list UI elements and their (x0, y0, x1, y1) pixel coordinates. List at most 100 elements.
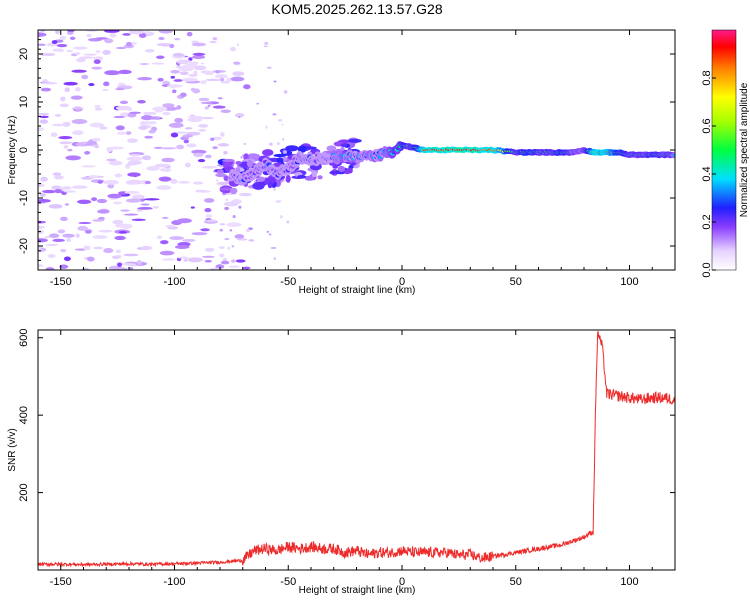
spectrogram-noise-blob (63, 81, 78, 86)
spectrogram-noise-blob (75, 109, 82, 112)
x-tick-label: -100 (163, 276, 185, 288)
spectrogram-noise-blob (149, 117, 157, 120)
spectrogram-noise-blob (153, 146, 164, 149)
spectrogram-noise-blob (204, 198, 215, 203)
spectrogram-noise-blob (235, 259, 246, 263)
spectrogram-noise-blob (117, 82, 126, 86)
spectrogram-noise-blob (125, 198, 142, 203)
spectrogram-noise-blob (162, 103, 175, 108)
spectrogram-noise-blob (119, 223, 133, 229)
spectrogram-noise-blob (209, 267, 223, 270)
spectrogram-noise-blob (220, 80, 231, 84)
x-tick-label: 100 (620, 576, 638, 588)
spectrogram-noise-blob (120, 209, 130, 212)
spectrogram-noise-blob (170, 132, 179, 138)
spectrogram-noise-blob (125, 131, 132, 135)
spectrogram-noise-blob (71, 119, 88, 125)
spectrogram-noise-blob (232, 71, 245, 77)
spectrogram-noise-blob (45, 243, 59, 246)
spectrogram-noise-blob (58, 136, 73, 140)
spectrogram-noise-blob (202, 255, 215, 258)
spectrogram-noise-blob (129, 267, 134, 270)
spectrogram-noise-blob (88, 175, 99, 179)
spectrogram-noise-blob (124, 190, 140, 194)
spectrogram-noise-blob (64, 87, 70, 93)
spectrogram-noise-blob (136, 260, 142, 266)
spectrogram-noise-blob (230, 76, 245, 82)
spectrogram-signal-blob (317, 175, 323, 180)
spectrogram-noise-blob (202, 165, 218, 169)
spectrogram-noise-blob (72, 130, 84, 136)
spectrogram-noise-blob (219, 228, 224, 232)
spectrogram-noise-blob (200, 80, 207, 85)
spectrogram-noise-blob (59, 103, 69, 108)
spectrogram-signal-blob (285, 145, 299, 152)
spectrogram-noise-blob (154, 163, 171, 168)
spectrogram-noise-blob (210, 137, 215, 141)
spectrogram-noise-blob (94, 107, 103, 111)
spectrogram-noise-blob (229, 229, 233, 232)
spectrogram-noise-blob (200, 228, 210, 232)
spectrogram-noise-blob (69, 36, 76, 41)
spectrogram-noise-blob (108, 160, 123, 166)
y-tick-label: -20 (18, 238, 30, 254)
spectrogram-noise-blob (198, 97, 210, 102)
spectrogram-noise-blob (184, 162, 191, 168)
spectrogram-noise-blob (203, 70, 215, 76)
spectrogram-noise-blob (170, 75, 176, 79)
snr-line (38, 330, 675, 568)
spectrogram-noise-blob (71, 107, 84, 110)
spectrogram-noise-blob (198, 123, 209, 128)
spectrogram-noise-blob (56, 43, 68, 48)
spectrogram-noise-blob (52, 172, 62, 176)
spectrogram-noise-blob (59, 49, 64, 53)
spectrogram-noise-blob (162, 111, 171, 116)
spectrogram-noise-blob (59, 264, 69, 269)
spectrogram-y-ticks: -20 -10 0 10 20 (18, 29, 675, 271)
spectrogram-noise-blob (132, 194, 145, 200)
spectrogram-noise-blob (107, 183, 115, 189)
spectrogram-noise-blob (137, 77, 152, 81)
spectrogram-noise-blob (191, 232, 208, 236)
spectrogram-noise-blob (40, 87, 52, 92)
spectrogram-noise-blob (279, 215, 283, 219)
spectrogram-noise-blob (238, 116, 241, 118)
spectrogram-noise-blob (66, 238, 72, 243)
spectrogram-noise-blob (52, 238, 65, 242)
spectrogram-noise-blob (60, 248, 67, 253)
spectrogram-signal-blob (329, 170, 336, 175)
x-tick-label: 0 (399, 576, 405, 588)
spectrogram-noise-blob (121, 263, 136, 266)
y-tick-label: 200 (18, 483, 30, 501)
x-tick-label: 50 (510, 276, 522, 288)
spectrogram-noise-blob (205, 78, 222, 82)
spectrogram-noise-blob (187, 117, 203, 122)
spectrogram-noise-blob (158, 36, 165, 41)
spectrogram-noise-blob (41, 189, 57, 194)
spectrogram-noise-blob (92, 219, 105, 222)
spectrogram-noise-blob (186, 143, 197, 148)
spectrogram-noise-blob (48, 204, 63, 209)
spectrogram-noise-blob (191, 42, 207, 47)
spectrogram-noise-blob (174, 244, 190, 250)
spectrogram-noise-blob (239, 192, 252, 197)
spectrogram-signal-blob (267, 181, 273, 189)
spectrogram-noise-blob (200, 62, 205, 65)
spectrogram-noise-blob (152, 206, 159, 209)
y-tick-label: -10 (18, 190, 30, 206)
spectrogram-signal-blob (222, 158, 235, 163)
spectrogram-noise-blob (63, 256, 71, 262)
spectrogram-noise-blob (112, 267, 128, 270)
snr-frame (37, 329, 676, 571)
spectrogram-noise-blob (169, 236, 184, 241)
spectrogram-noise-blob (162, 258, 176, 261)
spectrogram-noise-blob (174, 37, 181, 41)
spectrogram-noise-blob (126, 41, 132, 47)
spectrogram-noise-blob (138, 125, 148, 131)
spectrogram-noise-blob (103, 81, 110, 87)
spectrogram-noise-blob (50, 132, 58, 137)
spectrogram-noise-blob (187, 115, 204, 119)
spectrogram-signal-blob (217, 169, 224, 174)
spectrogram-noise-blob (205, 214, 213, 218)
